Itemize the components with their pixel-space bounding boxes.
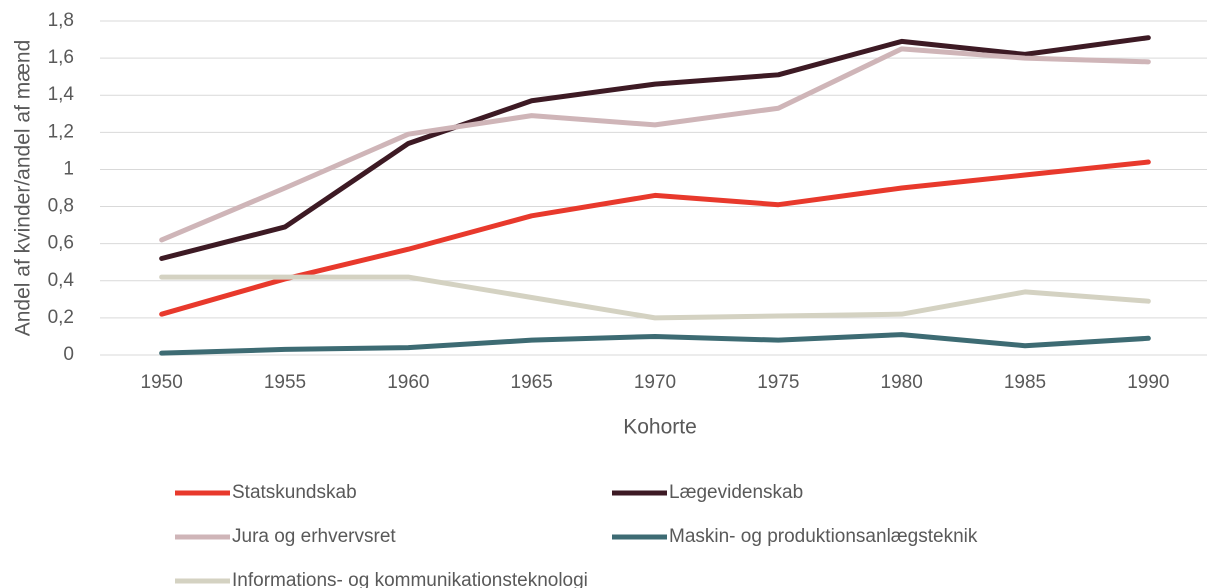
series-line (159, 35, 1151, 262)
y-tick-label: 1,2 (48, 121, 74, 142)
x-tick-label: 1975 (757, 372, 799, 393)
series-line (159, 46, 1151, 243)
y-tick-label: 1 (63, 158, 74, 179)
x-tick-label: 1960 (387, 372, 429, 393)
y-tick-label: 0,6 (48, 233, 74, 254)
x-tick-label: 1980 (881, 372, 923, 393)
y-tick-label: 0 (63, 344, 74, 365)
y-tick-label: 1,8 (48, 10, 74, 31)
y-tick-label: 0,4 (48, 270, 75, 291)
x-tick-label: 1955 (264, 372, 306, 393)
y-tick-label: 1,6 (48, 47, 74, 68)
legend-label: Maskin- og produktionsanlægsteknik (669, 526, 978, 547)
x-tick-label: 1970 (634, 372, 676, 393)
series-line (159, 274, 1151, 321)
series-line (159, 159, 1151, 317)
y-tick-label: 0,8 (48, 196, 74, 217)
x-tick-label: 1985 (1004, 372, 1046, 393)
legend-label: Statskundskab (232, 482, 357, 503)
x-tick-label: 1950 (141, 372, 183, 393)
y-axis-label: Andel af kvinder/andel af mænd (12, 40, 35, 337)
legend-label: Lægevidenskab (669, 482, 803, 503)
y-tick-label: 1,4 (48, 84, 75, 105)
y-tick-label: 0,2 (48, 307, 74, 328)
series-line (159, 332, 1151, 356)
x-tick-label: 1990 (1127, 372, 1169, 393)
x-tick-label: 1965 (511, 372, 553, 393)
x-axis-label: Kohorte (623, 416, 697, 439)
legend-label: Informations- og kommunikationsteknologi (232, 570, 588, 588)
legend-label: Jura og erhvervsret (232, 526, 396, 547)
